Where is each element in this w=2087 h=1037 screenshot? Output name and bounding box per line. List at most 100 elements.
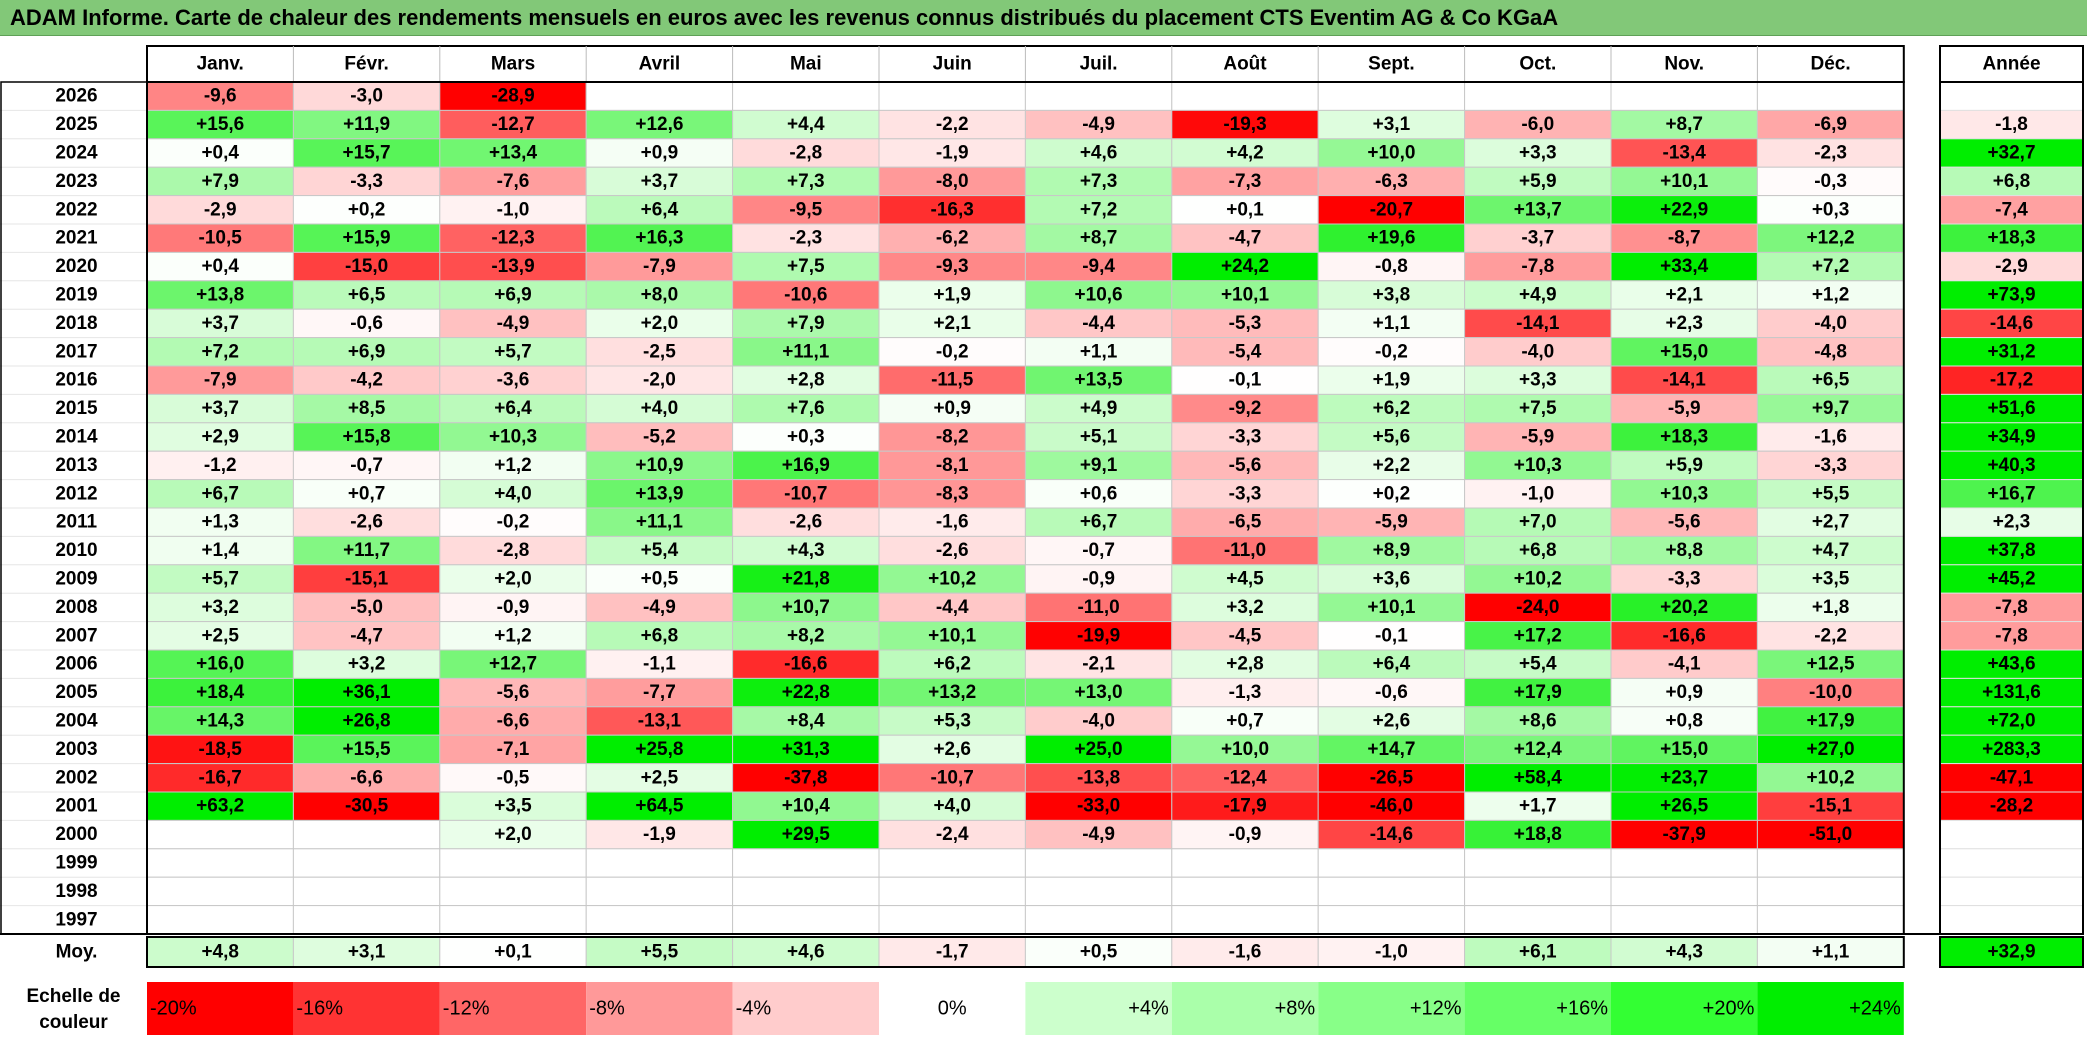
cell-value-label: +5,5 [1812,483,1850,504]
heatmap-cell [1317,138,1466,168]
annual-cell [1939,763,2084,793]
scale-stop-label: +12% [1410,998,1462,1020]
annual-cell [1939,450,2084,481]
cell-value-label: -3,7 [1521,228,1554,249]
year-label: 2007 [55,625,97,646]
average-value-label: +5,5 [641,942,679,963]
cell-value-label: +0,9 [1665,682,1703,703]
cell-value-label: +10,2 [1514,569,1562,590]
cell-value-label: -3,3 [1229,483,1262,504]
cell-value-label: -16,6 [1663,625,1706,646]
annual-value-label: -47,1 [1990,767,2034,788]
scale-swatch [1611,982,1758,1035]
cell-value-label: +26,5 [1660,796,1709,817]
heatmap-cell [292,819,441,850]
cell-value-label: +20,2 [1660,597,1708,618]
cell-value-label: +10,1 [928,625,977,646]
heatmap-cell [1756,479,1905,509]
year-label: 2025 [55,114,98,135]
heatmap-cell [292,365,441,395]
heatmap-cell [1610,677,1758,708]
heatmap-cell [878,280,1026,310]
heatmap-cell [292,337,441,367]
cell-value-label: +1,2 [494,625,532,646]
average-cell [732,936,880,968]
cell-value-label: +3,6 [1373,569,1411,590]
cell-value-label: -3,3 [1668,569,1701,590]
scale-label-line2: couleur [39,1012,108,1033]
cell-value-label: -9,3 [936,256,969,277]
cell-value-label: +4,5 [1226,569,1264,590]
cell-value-label: +12,5 [1807,654,1856,675]
cell-value-label: +7,2 [1080,199,1118,220]
heatmap-cell [1317,280,1466,310]
cell-value-label: -9,2 [1229,398,1262,419]
cell-value-label: +4,0 [494,483,532,504]
cell-value-label: +6,4 [641,199,679,220]
annual-cell [1939,166,2084,197]
month-header: Févr. [344,54,388,75]
cell-value-label: +10,0 [1367,143,1415,164]
year-label: 2006 [55,654,97,675]
heatmap-cell [1464,677,1612,708]
cell-value-label: -6,5 [1229,512,1262,533]
cell-value-label: +7,3 [1080,171,1118,192]
cell-value-label: -0,2 [1375,341,1408,362]
cell-value-label: +5,3 [933,711,971,732]
scale-stop-label: -4% [736,998,772,1020]
cell-value-label: +3,7 [641,171,679,192]
heatmap-cell [146,251,294,282]
cell-value-label: -33,0 [1077,796,1120,817]
cell-value-label: -0,9 [1229,824,1262,845]
heatmap-cell [292,138,441,168]
heatmap-cell [1610,763,1758,793]
heatmap-cell [1610,848,1758,878]
cell-value-label: -0,5 [497,767,530,788]
cell-value-label: -8,3 [936,483,969,504]
cell-value-label: -12,7 [491,114,534,135]
cell-value-label: -7,9 [643,256,676,277]
cell-value-label: -10,6 [784,285,827,306]
heatmap-cell [732,195,880,225]
cell-value-label: +17,9 [1807,711,1855,732]
heatmap-cell [585,677,734,708]
annual-value-label: +16,7 [1987,483,2035,504]
cell-value-label: +10,1 [1221,285,1270,306]
heatmap-cell [292,564,441,594]
cell-value-label: -24,0 [1516,597,1559,618]
cell-value-label: -0,2 [936,341,969,362]
cell-value-label: +8,7 [1665,114,1703,135]
heatmap-cell [1171,734,1319,765]
year-label: 2017 [55,341,97,362]
scale-stop-label: +24% [1849,998,1901,1020]
heatmap-cell [585,706,734,736]
cell-value-label: +4,0 [933,796,971,817]
heatmap-cell [1171,649,1319,679]
annual-value-label: +6,8 [1993,171,2031,192]
heatmap-cell [1464,195,1612,225]
cell-value-label: -2,1 [1082,654,1115,675]
heatmap-cell [1024,422,1173,452]
heatmap-cell [1610,564,1758,594]
cell-value-label: +1,7 [1519,796,1557,817]
cell-value-label: -5,9 [1668,398,1701,419]
heatmap-cell [1610,195,1758,225]
month-header: Oct. [1519,54,1556,75]
cell-value-label: -1,6 [936,512,969,533]
heatmap-cell [1756,621,1905,651]
heatmap-cell [1024,876,1173,907]
cell-value-label: +7,9 [201,171,239,192]
month-header: Juil. [1080,54,1118,75]
cell-value-label: -13,8 [1077,767,1120,788]
cell-value-label: +21,8 [782,569,830,590]
scale-stop-label: +8% [1275,998,1316,1020]
annual-header: Année [1982,54,2040,75]
heatmap-cell [1171,365,1319,395]
cell-value-label: +6,5 [1812,370,1850,391]
average-cell [1024,936,1173,968]
average-cell [292,936,441,968]
cell-value-label: +11,1 [782,341,829,362]
heatmap-cell [439,166,587,197]
cell-value-label: +4,3 [787,540,825,561]
cell-value-label: -5,4 [1229,341,1262,362]
